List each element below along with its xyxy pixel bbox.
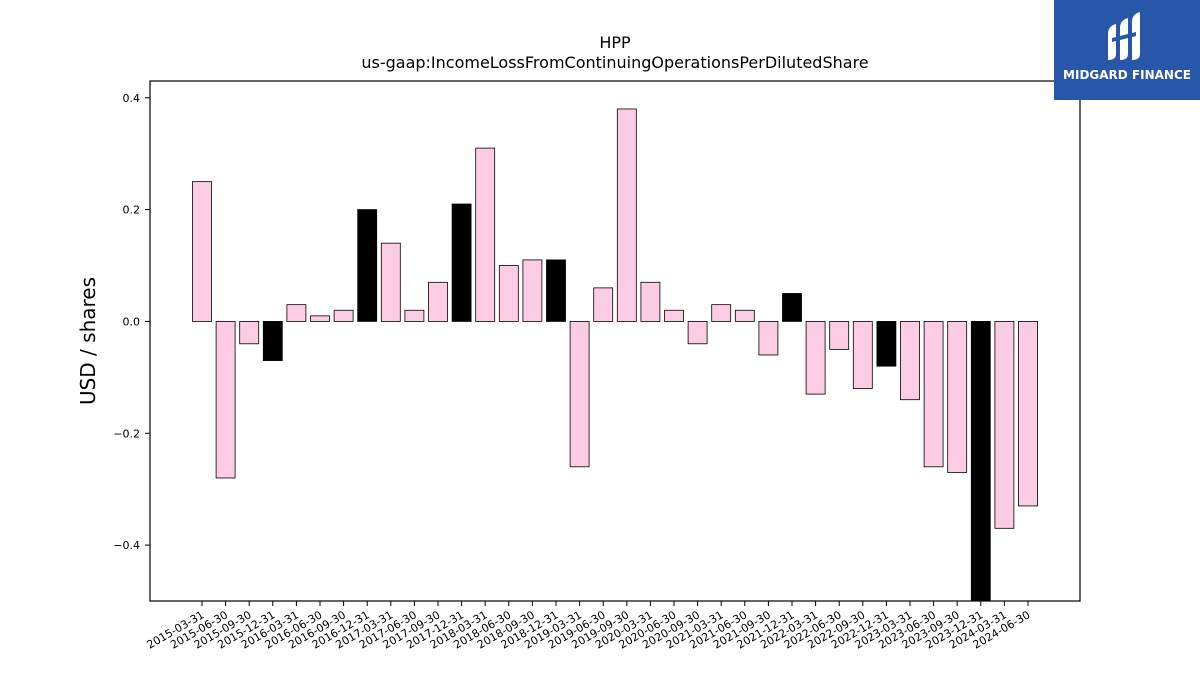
bar	[829, 321, 850, 350]
bar	[947, 321, 968, 473]
bar	[664, 309, 684, 322]
bar	[994, 321, 1015, 529]
chart-title: HPP	[599, 33, 631, 52]
y-tick-label: −0.2	[113, 427, 140, 440]
bar	[451, 203, 472, 322]
bar	[215, 321, 236, 479]
bar	[876, 321, 897, 367]
bar	[262, 321, 283, 361]
bars-group	[192, 108, 1038, 602]
bar	[593, 287, 614, 322]
bar	[333, 309, 354, 322]
bar	[687, 321, 708, 345]
bar	[192, 181, 212, 322]
logo-text: MIDGARD FINANCE	[1063, 68, 1191, 82]
bar	[805, 321, 826, 395]
bar	[616, 108, 637, 322]
bar	[498, 265, 519, 322]
y-axis-label: USD / shares	[76, 277, 100, 405]
bar	[758, 321, 779, 356]
y-tick-label: −0.4	[113, 539, 140, 552]
chart-subtitle: us-gaap:IncomeLossFromContinuingOperatio…	[361, 53, 868, 72]
bar	[522, 259, 543, 322]
bar	[380, 242, 401, 322]
bar	[357, 209, 378, 322]
y-axis: −0.4 −0.2 0.0 0.2 0.4	[113, 92, 150, 552]
y-tick-label: 0.2	[123, 204, 141, 217]
bar	[711, 304, 732, 322]
bar	[428, 281, 448, 322]
bar	[546, 259, 566, 322]
x-axis: 2015-03-312015-06-302015-09-302015-12-31…	[145, 601, 1033, 652]
bar	[900, 321, 920, 401]
bar	[852, 321, 873, 389]
bar	[310, 315, 330, 322]
brand-logo: MIDGARD FINANCE	[1054, 0, 1200, 100]
bar	[970, 321, 991, 602]
plot-frame	[149, 80, 1081, 602]
bar	[923, 321, 944, 468]
bar	[569, 321, 590, 468]
bar	[239, 321, 260, 345]
y-tick-label: 0.4	[123, 92, 141, 105]
logo-mark-icon	[1108, 12, 1140, 60]
bar	[640, 281, 661, 322]
y-tick-label: 0.0	[123, 315, 141, 328]
bar	[1018, 321, 1038, 507]
bar	[404, 309, 425, 322]
bar	[734, 309, 755, 322]
bar	[475, 147, 496, 322]
bar	[286, 304, 307, 322]
bar	[782, 293, 802, 322]
